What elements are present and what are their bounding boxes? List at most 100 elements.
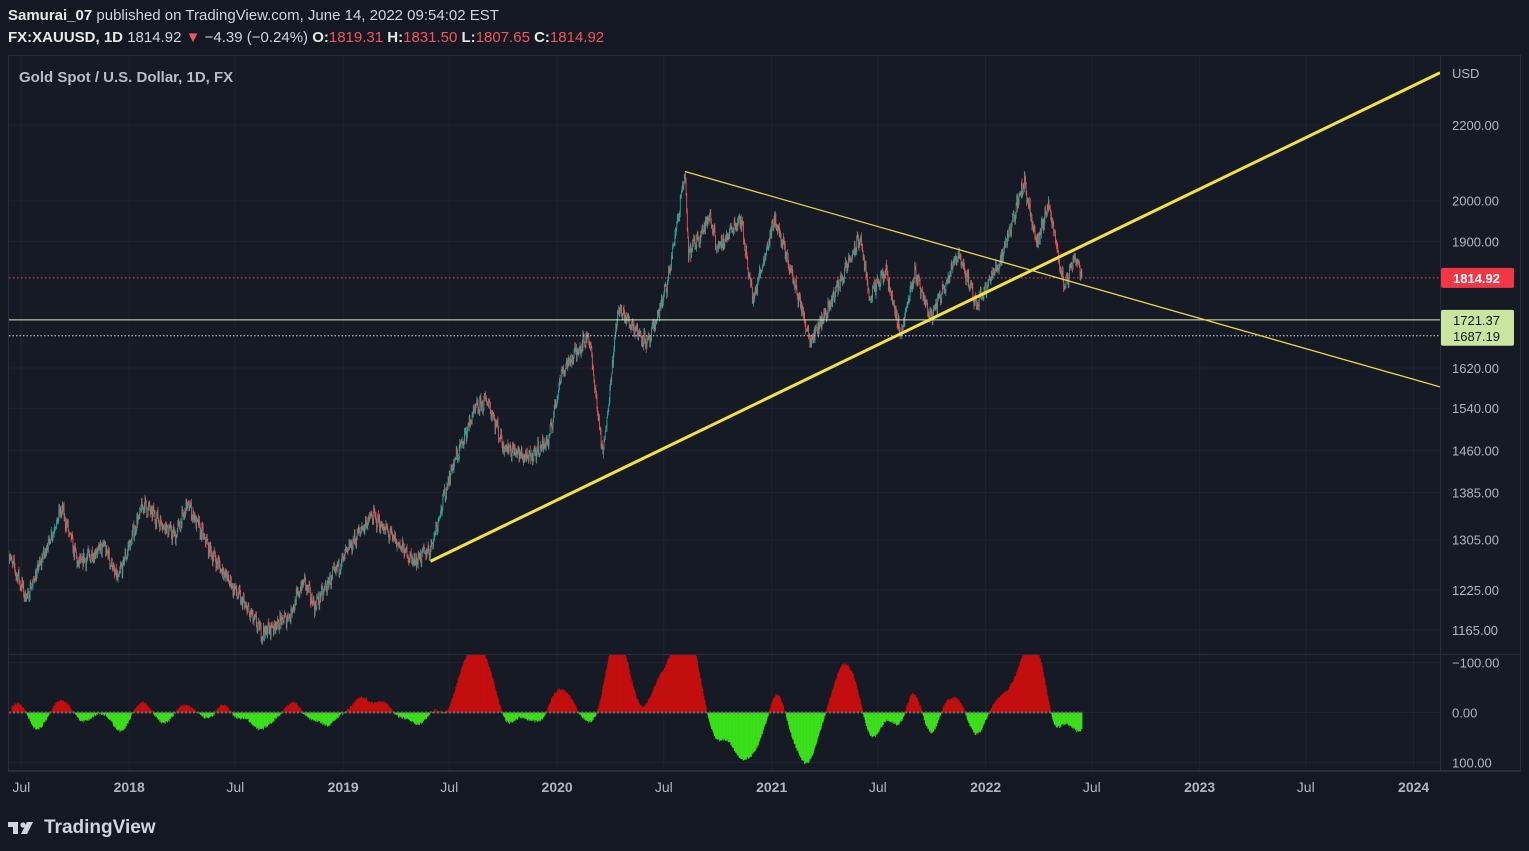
osc-bar (410, 712, 412, 722)
candle-body (423, 545, 425, 549)
osc-bar (110, 712, 112, 720)
candle-body (683, 182, 685, 188)
osc-bar (301, 709, 303, 713)
author-name[interactable]: Samurai_07 (8, 7, 93, 24)
candle-body (787, 253, 788, 254)
candle-body (314, 604, 316, 615)
candle-body (507, 447, 508, 454)
osc-bar (651, 694, 653, 713)
candle-body (687, 230, 689, 237)
osc-bar (72, 710, 73, 713)
osc-bar (85, 712, 87, 721)
candle-body (368, 516, 370, 519)
candle-body (587, 333, 589, 335)
candle-body (671, 255, 672, 268)
candle-body (490, 405, 491, 414)
candle-body (783, 237, 784, 243)
candle-body (612, 360, 613, 374)
candle-body (908, 298, 909, 303)
osc-bar (499, 705, 501, 713)
candle-body (353, 539, 355, 541)
candle-body (809, 335, 811, 346)
osc-bar (141, 702, 143, 713)
osc-bar (349, 709, 351, 713)
candle-body (1062, 268, 1063, 275)
osc-bar (311, 712, 313, 721)
osc-bar (539, 712, 541, 721)
candle-body (310, 600, 312, 604)
candle-body (535, 449, 536, 452)
osc-bar (702, 693, 704, 713)
candle-body (681, 190, 682, 197)
candle-body (174, 531, 175, 535)
candle-body (157, 510, 159, 519)
trendline-descending-resistance (684, 170, 1440, 388)
osc-bar (207, 712, 209, 717)
osc-bar (740, 712, 742, 760)
candle-body (670, 266, 672, 268)
grid (9, 56, 1440, 770)
candle-body (76, 556, 78, 566)
candle-body (48, 538, 50, 540)
candle-body (350, 542, 352, 548)
candle-body (573, 349, 575, 359)
osc-bar (333, 712, 335, 722)
candle-body (688, 236, 689, 259)
candle-body (161, 524, 163, 528)
candle-body (770, 229, 772, 236)
candle-body (288, 617, 290, 619)
osc-bar (271, 712, 273, 724)
osc-bar (206, 712, 208, 719)
osc-bar (26, 712, 28, 716)
osc-bar (175, 712, 177, 714)
candle-body (1027, 199, 1028, 202)
candle-body (115, 567, 117, 575)
candle-body (1018, 199, 1019, 204)
osc-bar (688, 655, 690, 713)
candle-body (24, 591, 26, 598)
osc-bar (317, 712, 318, 722)
symbol-name[interactable]: FX:XAUUSD, 1D (8, 29, 124, 46)
candle-body (69, 533, 70, 535)
candle-body (1078, 259, 1079, 263)
osc-bar (125, 712, 127, 727)
candle-body (340, 571, 341, 573)
candle-body (780, 231, 781, 237)
candle-body (165, 521, 166, 531)
candle-body (942, 284, 944, 288)
candle-body (1044, 219, 1045, 230)
candle-body (341, 562, 342, 567)
osc-bar (344, 712, 345, 714)
osc-bar (358, 699, 359, 713)
candle-body (230, 577, 232, 586)
osc-bar (154, 712, 155, 716)
osc-bar (383, 700, 385, 713)
candle-body (454, 458, 456, 460)
candle-body (156, 515, 158, 525)
osc-bar (566, 692, 568, 713)
candle-body (271, 623, 273, 626)
candle-body (701, 227, 703, 233)
osc-bar (291, 702, 293, 713)
osc-bar (640, 705, 641, 713)
candle-body (74, 545, 76, 558)
candle-body (1052, 221, 1053, 227)
osc-bar (733, 712, 735, 748)
osc-bar (200, 712, 202, 716)
candle-body (624, 317, 626, 321)
candle-body (742, 221, 743, 223)
candle-body (552, 421, 554, 430)
candle-body (997, 265, 998, 270)
candle-body (885, 264, 887, 275)
candle-body (151, 509, 152, 511)
osc-bar (508, 712, 510, 723)
osc-bar (278, 712, 280, 716)
osc-bar (149, 708, 151, 713)
osc-bar (710, 712, 712, 727)
osc-bar (735, 712, 736, 753)
candle-body (460, 442, 462, 444)
candle-body (578, 353, 579, 354)
osc-bar (733, 712, 735, 751)
candle-body (629, 324, 631, 327)
